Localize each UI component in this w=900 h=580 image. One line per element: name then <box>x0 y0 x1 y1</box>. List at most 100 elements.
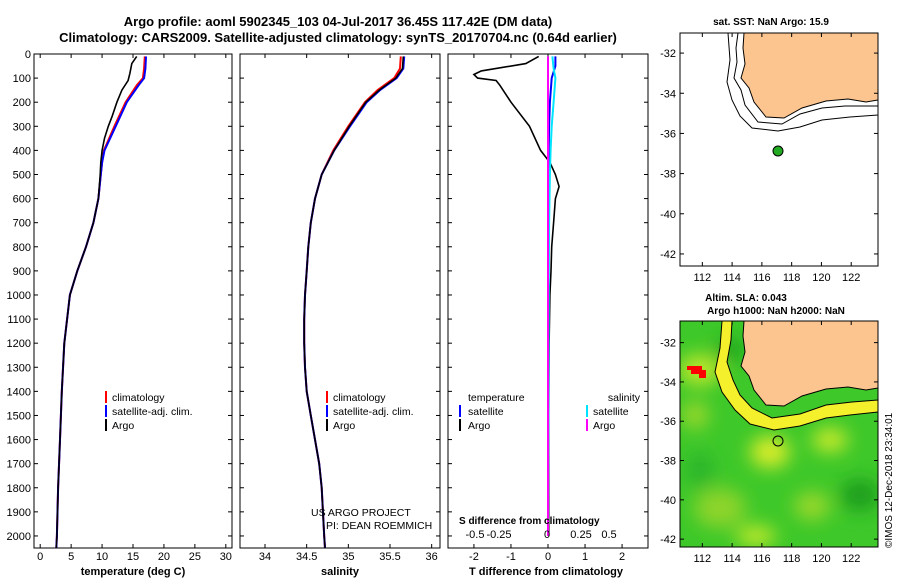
title-line-1: Argo profile: aoml 5902345_103 04-Jul-20… <box>124 14 553 29</box>
project-annotation: US ARGO PROJECT <box>311 507 411 519</box>
series-line-satellite-adj-clim- <box>303 56 406 548</box>
depth-axis: 0 100 200 300 400 500 600 700 800 900 1000 1100 1200… <box>7 49 648 543</box>
x-tick-label: 2 <box>619 551 625 563</box>
legend-label-s-argo: Argo <box>593 420 615 432</box>
depth-tick-label: 1700 <box>7 459 31 471</box>
map-x-tick-label: 116 <box>753 553 771 565</box>
x-tick-label: -2 <box>469 551 479 563</box>
s-difference-ticks: -0.5 -0.25 0 0.25 0.5 <box>466 529 617 541</box>
map-x-tick-label: 114 <box>723 553 741 565</box>
legend-label-t-argo: Argo <box>468 420 490 432</box>
x-tick-label: 35.5 <box>379 551 400 563</box>
x-tick-label: 1 <box>582 551 588 563</box>
imos-credit: ©IMOS 12-Dec-2018 23:34:01 <box>884 412 895 548</box>
depth-tick-label: 1500 <box>7 410 31 422</box>
sla-map-title-2: Argo h1000: NaN h2000: NaN <box>707 306 845 317</box>
temperature-legend: climatology satellite-adj. clim. Argo <box>105 391 193 432</box>
salinity-xlabel: salinity <box>321 566 360 578</box>
s-diff-tick-label: 0.25 <box>570 529 591 541</box>
sla-map-frame <box>679 320 879 548</box>
high-anomaly-patch <box>687 366 706 378</box>
map-y-tick-label: -38 <box>660 456 676 468</box>
depth-tick-label: 1800 <box>7 483 31 495</box>
sst-map: sat. SST: NaN Argo: 15.9 112 114 116 118 120… <box>660 17 879 284</box>
map-x-tick-label: 118 <box>783 272 801 284</box>
map-y-tick-label: -34 <box>660 88 676 100</box>
map-x-tick-label: 122 <box>842 553 860 565</box>
sla-map: Altim. SLA: 0.043 Argo h1000: NaN h2000:… <box>660 293 895 565</box>
legend-label-t-satellite: satellite <box>468 406 504 418</box>
salinity-x-ticks: 34 34.5 35 35.5 36 <box>259 54 438 563</box>
depth-tick-label: 100 <box>13 73 31 85</box>
legend-label-climatology: climatology <box>333 392 386 404</box>
land-australia <box>740 33 878 119</box>
s-diff-tick-label: -0.25 <box>486 529 511 541</box>
sst-map-ticks: 112 114 116 118 120 122 -32 -34 -36 -38 -40 -42 <box>660 33 878 284</box>
map-y-tick-label: -40 <box>660 495 676 507</box>
temperature-x-ticks: 0 5 10 15 20 25 30 <box>37 54 232 563</box>
map-y-tick-label: -32 <box>660 48 676 60</box>
depth-tick-label: 400 <box>13 145 31 157</box>
temperature-panel: 0100200300400500600700800900100011001200… <box>7 49 648 578</box>
legend-label-satellite: satellite-adj. clim. <box>333 406 414 418</box>
legend-label-climatology: climatology <box>112 392 165 404</box>
difference-legend: temperature satellite Argo salinity sate… <box>459 392 641 432</box>
shelf-contour <box>726 33 878 132</box>
depth-tick-label: 1300 <box>7 362 31 374</box>
salinity-panel: 34 34.5 35 35.5 36 salinity climatology sate… <box>239 53 441 578</box>
map-x-tick-label: 120 <box>812 272 830 284</box>
sst-map-title: sat. SST: NaN Argo: 15.9 <box>713 17 829 28</box>
title-line-2: Climatology: CARS2009. Satellite-adjuste… <box>59 30 617 45</box>
depth-tick-label: 1600 <box>7 435 31 447</box>
x-tick-label: 25 <box>189 551 201 563</box>
map-y-tick-label: -34 <box>660 377 676 389</box>
map-x-tick-label: 112 <box>694 272 712 284</box>
map-y-tick-label: -36 <box>660 128 676 140</box>
x-tick-label: 35 <box>342 551 354 563</box>
x-tick-label: 34.5 <box>296 551 317 563</box>
depth-tick-label: 600 <box>13 194 31 206</box>
x-tick-label: 0 <box>37 551 43 563</box>
sla-field-anomalies <box>680 338 878 546</box>
x-tick-label: 30 <box>220 551 232 563</box>
map-x-tick-label: 112 <box>694 553 712 565</box>
pi-annotation: PI: DEAN ROEMMICH <box>326 520 432 532</box>
x-tick-label: -1 <box>506 551 516 563</box>
legend-label-s-satellite: satellite <box>593 406 629 418</box>
depth-tick-label: 0 <box>25 49 31 61</box>
legend-label-satellite: satellite-adj. clim. <box>112 406 193 418</box>
legend-label-argo: Argo <box>112 420 134 432</box>
depth-tick-label: 200 <box>13 97 31 109</box>
legend-label-argo: Argo <box>333 420 355 432</box>
argo-float-marker <box>772 435 784 447</box>
map-y-tick-label: -40 <box>660 209 676 221</box>
legend-title-salinity: salinity <box>608 392 641 404</box>
depth-tick-label: 1000 <box>7 290 31 302</box>
shelf-band <box>714 321 878 431</box>
depth-tick-label: 1100 <box>7 314 31 326</box>
sla-map-ticks: 112 114 116 118 120 122 -32 -34 -36 -38 -40 -42 <box>660 321 878 565</box>
map-y-tick-label: -42 <box>660 534 676 546</box>
map-x-tick-label: 114 <box>723 272 741 284</box>
salinity-frame <box>239 53 441 549</box>
depth-tick-label: 2000 <box>7 531 31 543</box>
map-y-tick-label: -32 <box>660 338 676 350</box>
depth-tick-label: 900 <box>13 266 31 278</box>
depth-tick-label: 1400 <box>7 386 31 398</box>
argo-float-marker <box>772 145 784 157</box>
s-difference-label: S difference from climatology <box>459 516 600 527</box>
series-line-argo <box>303 56 405 548</box>
difference-panel: -2 -1 0 1 2 S difference from climatology -0… <box>447 53 649 578</box>
x-tick-label: 34 <box>259 551 271 563</box>
t-difference-xlabel: T difference from climatology <box>469 566 624 578</box>
x-tick-label: 5 <box>68 551 74 563</box>
x-tick-label: 20 <box>158 551 170 563</box>
s-diff-tick-label: 0 <box>544 529 550 541</box>
s-diff-tick-label: 0.5 <box>601 529 616 541</box>
map-y-tick-label: -38 <box>660 169 676 181</box>
sla-map-title-1: Altim. SLA: 0.043 <box>705 293 787 304</box>
depth-tick-label: 300 <box>13 121 31 133</box>
salinity-lines <box>303 56 406 548</box>
temperature-xlabel: temperature (deg C) <box>81 566 186 578</box>
